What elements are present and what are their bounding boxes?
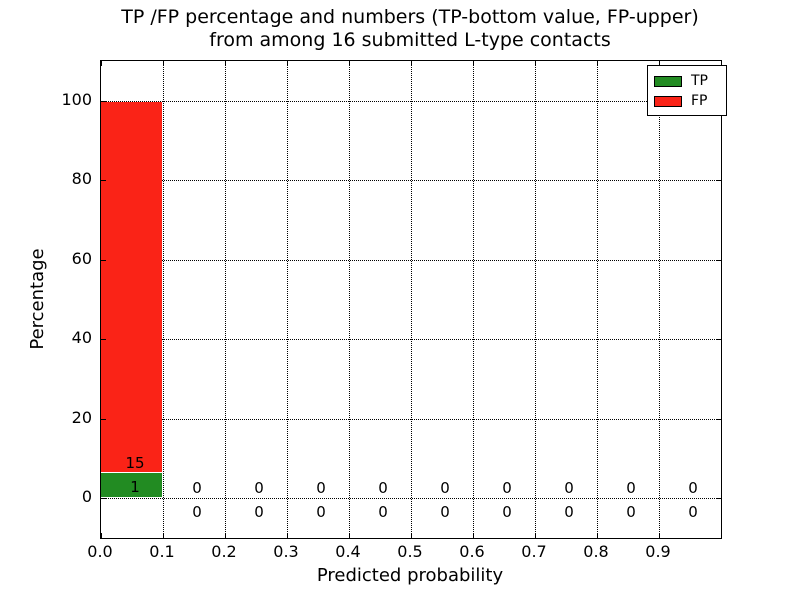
- fp-count-label: 0: [564, 478, 574, 497]
- chart-title: TP /FP percentage and numbers (TP-bottom…: [100, 6, 720, 52]
- fp-count-label: 0: [688, 478, 698, 497]
- x-tick-mark-top: [287, 61, 288, 66]
- x-tick-label: 0.5: [397, 542, 423, 561]
- x-tick-label: 0.1: [149, 542, 175, 561]
- y-tick-label: 40: [71, 328, 92, 348]
- y-tick-mark-left: [101, 180, 106, 182]
- x-tick-label: 0.6: [459, 542, 485, 561]
- x-tick-mark-bottom: [163, 533, 164, 538]
- x-tick-mark-top: [659, 61, 660, 66]
- fp-count-label: 0: [254, 478, 264, 497]
- y-tick-mark-left: [101, 339, 106, 341]
- grid-line-vertical: [163, 61, 164, 538]
- x-tick-mark-top: [349, 61, 350, 66]
- fp-count-label: 0: [440, 478, 450, 497]
- grid-line-vertical: [411, 61, 412, 538]
- x-tick-label: 0.8: [583, 542, 609, 561]
- y-tick-label: 60: [71, 248, 92, 268]
- y-tick-mark-right: [716, 418, 721, 420]
- grid-line-vertical: [225, 61, 226, 538]
- fp-count-label: 0: [316, 478, 326, 497]
- y-tick-mark-left: [101, 259, 106, 261]
- tp-count-label: 0: [626, 503, 636, 522]
- y-tick-label: 0: [81, 487, 92, 507]
- x-tick-mark-bottom: [535, 533, 536, 538]
- y-tick-mark-right: [716, 180, 721, 182]
- bar-segment-fp: [101, 102, 162, 473]
- x-tick-mark-bottom: [287, 533, 288, 538]
- x-axis-label: Predicted probability: [316, 565, 504, 586]
- x-tick-mark-top: [535, 61, 536, 66]
- tp-count-label: 0: [192, 503, 202, 522]
- x-tick-mark-top: [225, 61, 226, 66]
- x-tick-mark-top: [163, 61, 164, 66]
- grid-line-vertical: [287, 61, 288, 538]
- tp-count-label: 0: [502, 503, 512, 522]
- y-tick-mark-right: [716, 259, 721, 261]
- grid-line-vertical: [597, 61, 598, 538]
- x-tick-mark-bottom: [659, 533, 660, 538]
- x-tick-mark-top: [597, 61, 598, 66]
- bar-segment-tp: [101, 473, 162, 498]
- tp-count-label: 0: [440, 503, 450, 522]
- x-tick-mark-bottom: [349, 533, 350, 538]
- legend-swatch-fp: [654, 95, 682, 107]
- x-tick-mark-top: [101, 61, 102, 66]
- fp-count-label: 0: [378, 478, 388, 497]
- x-tick-label: 0.4: [335, 542, 361, 561]
- legend-row-tp: TP: [654, 71, 720, 91]
- tp-count-label: 0: [688, 503, 698, 522]
- x-tick-mark-bottom: [597, 533, 598, 538]
- y-tick-mark-right: [716, 498, 721, 500]
- x-tick-mark-bottom: [101, 533, 102, 538]
- tp-count-label: 0: [378, 503, 388, 522]
- grid-line-vertical: [349, 61, 350, 538]
- plot-area: TP FP 15 1 0 0 0 0 0 0 0 0 0 0 0 0 0 0 0 0 0 0: [100, 60, 727, 539]
- x-tick-label: 0.9: [645, 542, 671, 561]
- legend-row-fp: FP: [654, 91, 720, 111]
- x-tick-label: 0.0: [87, 542, 113, 561]
- legend-swatch-tp: [654, 75, 682, 87]
- x-tick-mark-bottom: [225, 533, 226, 538]
- x-tick-mark-bottom: [473, 533, 474, 538]
- y-tick-mark-right: [716, 339, 721, 341]
- tp-count-label: 0: [316, 503, 326, 522]
- y-axis-label: Percentage: [27, 248, 48, 350]
- chart-title-line2: from among 16 submitted L-type contacts: [209, 29, 611, 51]
- fp-count-label: 0: [626, 478, 636, 497]
- x-tick-label: 0.3: [273, 542, 299, 561]
- y-tick-label: 20: [71, 407, 92, 427]
- tp-count-label: 0: [254, 503, 264, 522]
- legend-label-fp: FP: [691, 93, 708, 109]
- fp-count-label: 0: [192, 478, 202, 497]
- x-tick-mark-bottom: [411, 533, 412, 538]
- legend: TP FP: [647, 65, 727, 116]
- x-tick-label: 0.7: [521, 542, 547, 561]
- x-tick-mark-top: [411, 61, 412, 66]
- chart-title-line1: TP /FP percentage and numbers (TP-bottom…: [121, 6, 699, 28]
- grid-line-vertical: [535, 61, 536, 538]
- grid-line-vertical: [659, 61, 660, 538]
- fp-count-label: 0: [502, 478, 512, 497]
- tp-count-label: 0: [564, 503, 574, 522]
- y-tick-mark-left: [101, 100, 106, 102]
- tp-count-label: 1: [130, 478, 140, 497]
- x-tick-mark-top: [473, 61, 474, 66]
- grid-line-vertical: [473, 61, 474, 538]
- y-tick-mark-left: [101, 498, 106, 500]
- y-tick-mark-left: [101, 418, 106, 420]
- legend-label-tp: TP: [691, 73, 708, 89]
- y-tick-label: 100: [61, 89, 92, 109]
- y-tick-label: 80: [71, 169, 92, 189]
- fp-count-label: 15: [125, 453, 145, 472]
- x-tick-label: 0.2: [211, 542, 237, 561]
